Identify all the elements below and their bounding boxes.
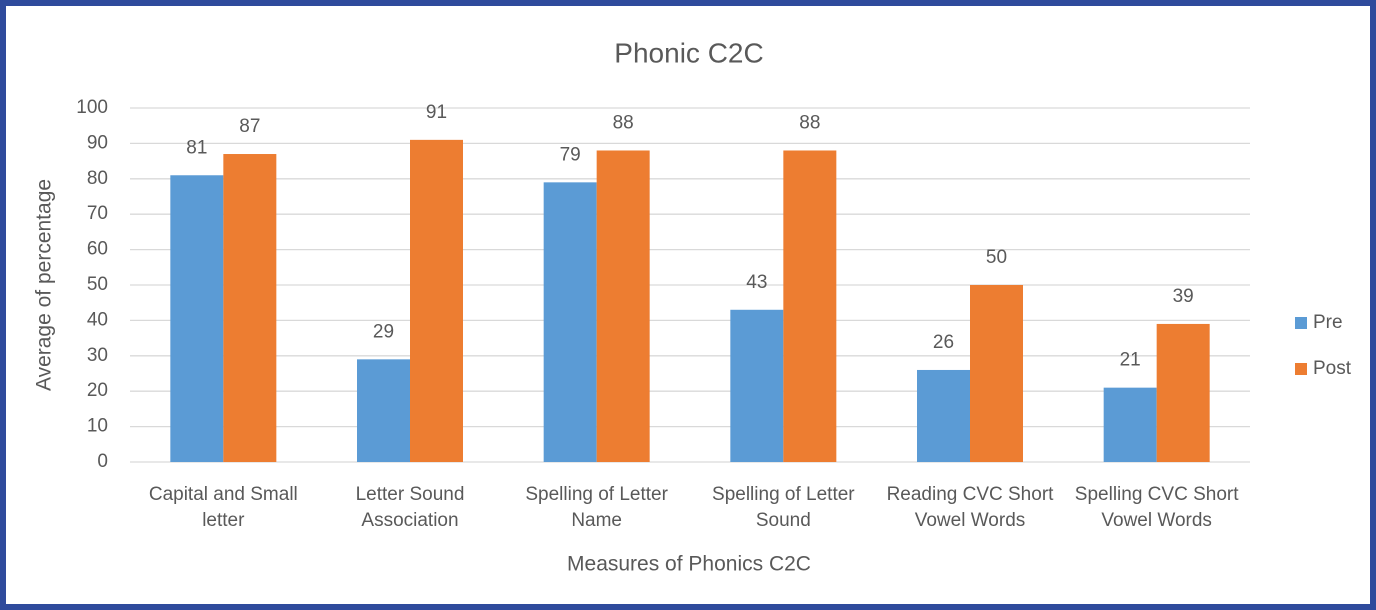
bar — [223, 154, 277, 462]
y-tick-label: 70 — [87, 203, 108, 224]
y-tick-label: 90 — [87, 132, 108, 153]
bar — [357, 359, 410, 462]
data-label: 79 — [560, 144, 581, 165]
data-label: 88 — [613, 112, 634, 133]
data-label: 50 — [986, 247, 1007, 268]
data-label: 21 — [1120, 350, 1141, 371]
y-tick-label: 60 — [87, 239, 108, 260]
bar — [410, 139, 463, 463]
x-tick-label: Reading CVC Short Vowel Words — [886, 484, 1054, 531]
data-label: 91 — [426, 102, 447, 123]
x-tick-label: Capital and Small letter — [148, 484, 298, 531]
y-tick-label: 20 — [87, 380, 108, 401]
y-tick-label: 30 — [87, 345, 108, 366]
bar — [1103, 387, 1157, 462]
legend-label: Post — [1313, 358, 1352, 379]
y-tick-label: 100 — [76, 97, 108, 118]
data-label: 39 — [1173, 286, 1194, 307]
bar — [170, 175, 224, 462]
y-tick-label: 0 — [97, 451, 108, 472]
x-axis-title: Measures of Phonics C2C — [567, 553, 811, 576]
data-label: 43 — [746, 272, 767, 293]
y-tick-label: 40 — [87, 309, 108, 330]
bar — [596, 150, 650, 463]
bar — [543, 182, 597, 462]
legend-swatch — [1295, 363, 1307, 375]
legend-swatch — [1295, 317, 1307, 329]
bar — [917, 369, 970, 462]
legend-label: Pre — [1313, 312, 1343, 333]
data-label: 81 — [186, 137, 207, 158]
x-tick-label: Spelling of Letter Sound — [712, 484, 855, 531]
chart-title: Phonic C2C — [614, 37, 763, 68]
data-label: 29 — [373, 321, 394, 342]
x-tick-label: Letter Sound Association — [355, 484, 465, 531]
y-tick-label: 50 — [87, 274, 108, 295]
x-tick-label: Spelling CVC Short Vowel Words — [1074, 484, 1239, 531]
y-tick-label: 10 — [87, 416, 108, 437]
bar — [783, 150, 837, 463]
x-tick-label: Spelling of Letter Name — [525, 484, 668, 531]
y-tick-label: 80 — [87, 168, 108, 189]
bar — [730, 309, 784, 462]
bar — [970, 285, 1023, 462]
data-label: 88 — [799, 112, 820, 133]
data-label: 26 — [933, 332, 954, 353]
bar — [1156, 323, 1210, 462]
y-axis-title: Average of percentage — [33, 179, 56, 391]
data-label: 87 — [239, 116, 260, 137]
